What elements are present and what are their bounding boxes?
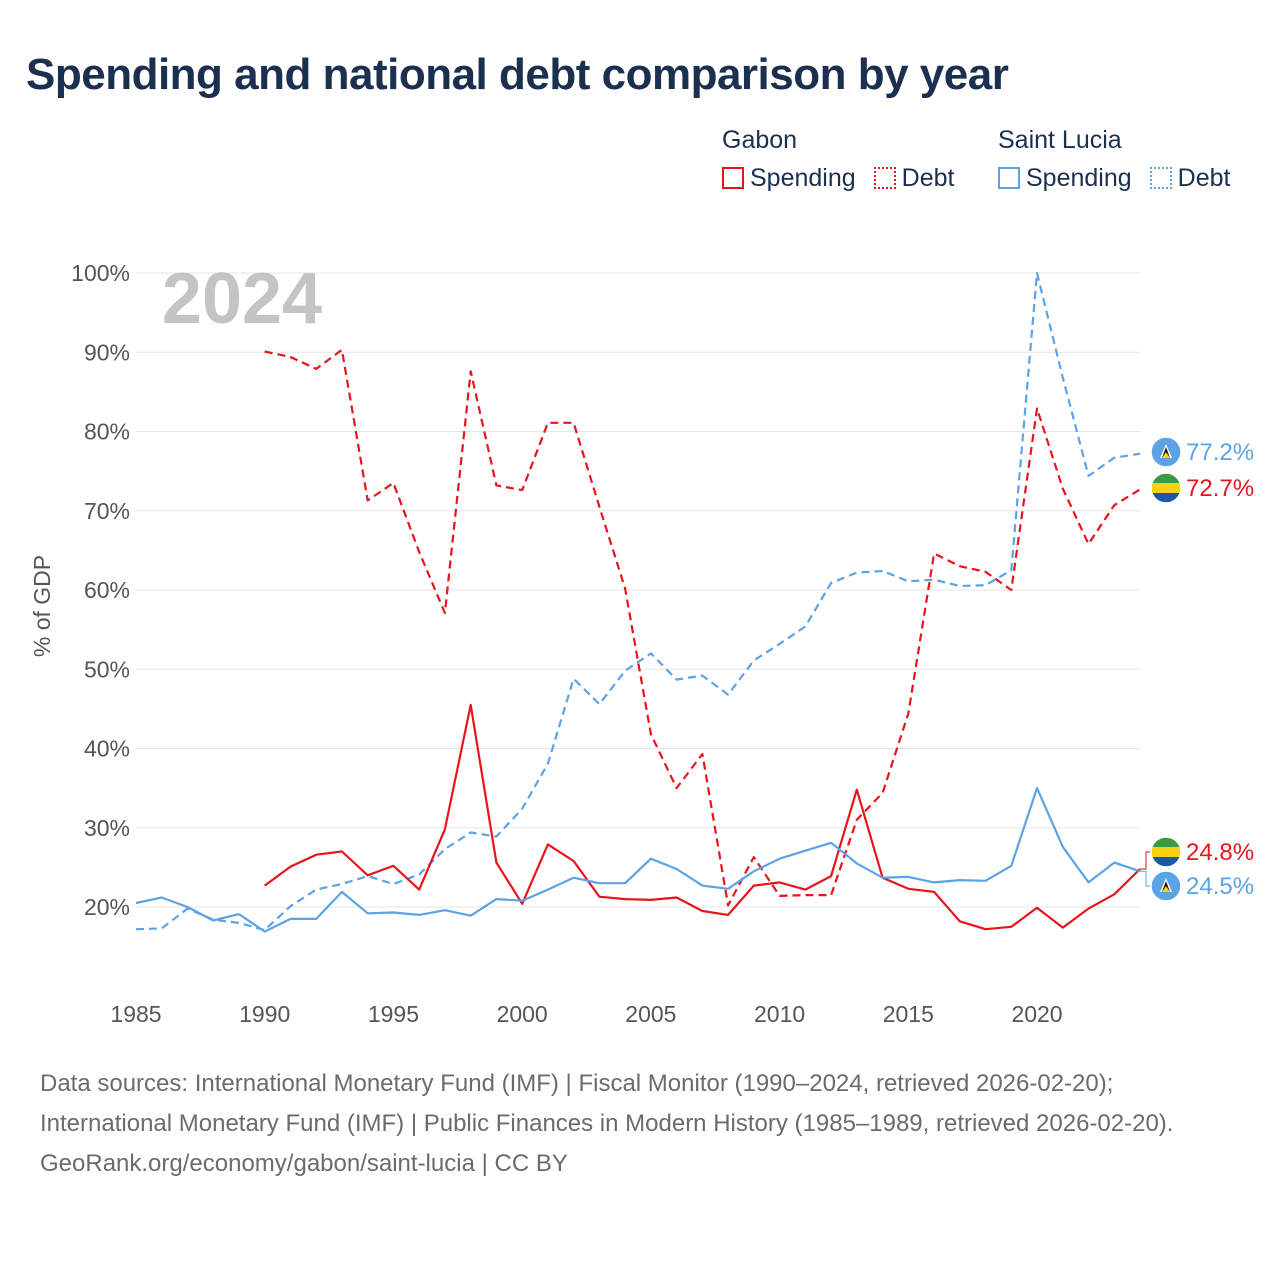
legend-label: Debt — [1177, 163, 1231, 192]
legend-group-gabon: Gabon Spending Debt — [722, 122, 954, 198]
y-tick-label: 90% — [84, 339, 130, 365]
credit-link[interactable]: GeoRank.org/economy/gabon/saint-lucia | … — [40, 1150, 568, 1177]
y-axis: 20% 30% 40% 50% 60% 70% 80% 90% 100% — [71, 260, 130, 920]
legend-label: Spending — [750, 163, 856, 192]
line-chart: 20% 30% 40% 50% 60% 70% 80% 90% 100% 1985 1990 199… — [29, 259, 1254, 1027]
legend-saint-lucia-debt[interactable]: Debt — [1149, 163, 1231, 193]
x-axis: 1985 1990 1995 2000 2005 2010 2015 2020 — [110, 1001, 1062, 1027]
series-line-saint-lucia-spending — [135, 786, 1141, 933]
year-label: 2024 — [162, 259, 322, 339]
x-tick-label: 2005 — [625, 1001, 676, 1027]
legend-label: Debt — [901, 163, 955, 192]
x-tick-label: 2000 — [497, 1001, 548, 1027]
saint-lucia-flag-icon — [1150, 436, 1182, 468]
series-line-gabon-debt — [264, 348, 1141, 907]
footer: Data sources: International Monetary Fun… — [40, 1064, 1240, 1184]
series-line-saint-lucia-debt — [135, 271, 1141, 932]
y-axis-label: % of GDP — [29, 555, 55, 657]
x-tick-label: 1985 — [110, 1001, 161, 1027]
series-lines — [135, 271, 1141, 933]
y-tick-label: 50% — [84, 656, 130, 682]
legend-saint-lucia-spending[interactable]: Spending — [998, 164, 1132, 193]
legend-group-saint-lucia: Saint Lucia Spending Debt — [998, 122, 1230, 198]
y-tick-label: 60% — [84, 577, 130, 603]
y-tick-label: 20% — [84, 894, 130, 920]
end-value-label: 77.2% — [1186, 439, 1254, 466]
end-value-label: 72.7% — [1186, 475, 1254, 502]
saint-lucia-flag-icon — [1150, 870, 1182, 902]
legend-group-title-gabon: Gabon — [722, 126, 798, 154]
y-tick-label: 100% — [71, 260, 130, 286]
series-line-gabon-spending — [264, 703, 1141, 931]
legend-gabon-spending[interactable]: Spending — [722, 164, 856, 193]
y-tick-label: 70% — [84, 498, 130, 524]
x-tick-label: 1995 — [368, 1001, 419, 1027]
x-tick-label: 2020 — [1011, 1001, 1062, 1027]
y-tick-label: 80% — [84, 419, 130, 445]
dashed-line-swatch-icon — [1149, 167, 1172, 189]
solid-line-swatch-icon — [722, 167, 744, 189]
x-tick-label: 2010 — [754, 1001, 805, 1027]
end-value-label: 24.8% — [1186, 839, 1254, 866]
chart-title: Spending and national debt comparison by… — [26, 50, 1009, 99]
gabon-flag-icon — [1150, 472, 1182, 504]
x-tick-label: 2015 — [883, 1001, 934, 1027]
legend-label: Spending — [1026, 163, 1132, 192]
dashed-line-swatch-icon — [873, 167, 896, 189]
end-value-label: 24.5% — [1186, 873, 1254, 900]
x-tick-label: 1990 — [239, 1001, 290, 1027]
legend-group-title-saint-lucia: Saint Lucia — [998, 126, 1122, 154]
legend-gabon-debt[interactable]: Debt — [873, 163, 955, 193]
data-sources: Data sources: International Monetary Fun… — [40, 1070, 1174, 1137]
gabon-flag-icon — [1150, 836, 1182, 868]
y-tick-label: 40% — [84, 736, 130, 762]
solid-line-swatch-icon — [998, 167, 1020, 189]
end-label-connector — [1140, 870, 1152, 887]
y-tick-label: 30% — [84, 815, 130, 841]
gridlines — [136, 272, 1140, 908]
end-label-connector — [1140, 851, 1152, 870]
end-labels: 77.2% 72.7% 24.8% 24.5% — [1140, 436, 1254, 902]
